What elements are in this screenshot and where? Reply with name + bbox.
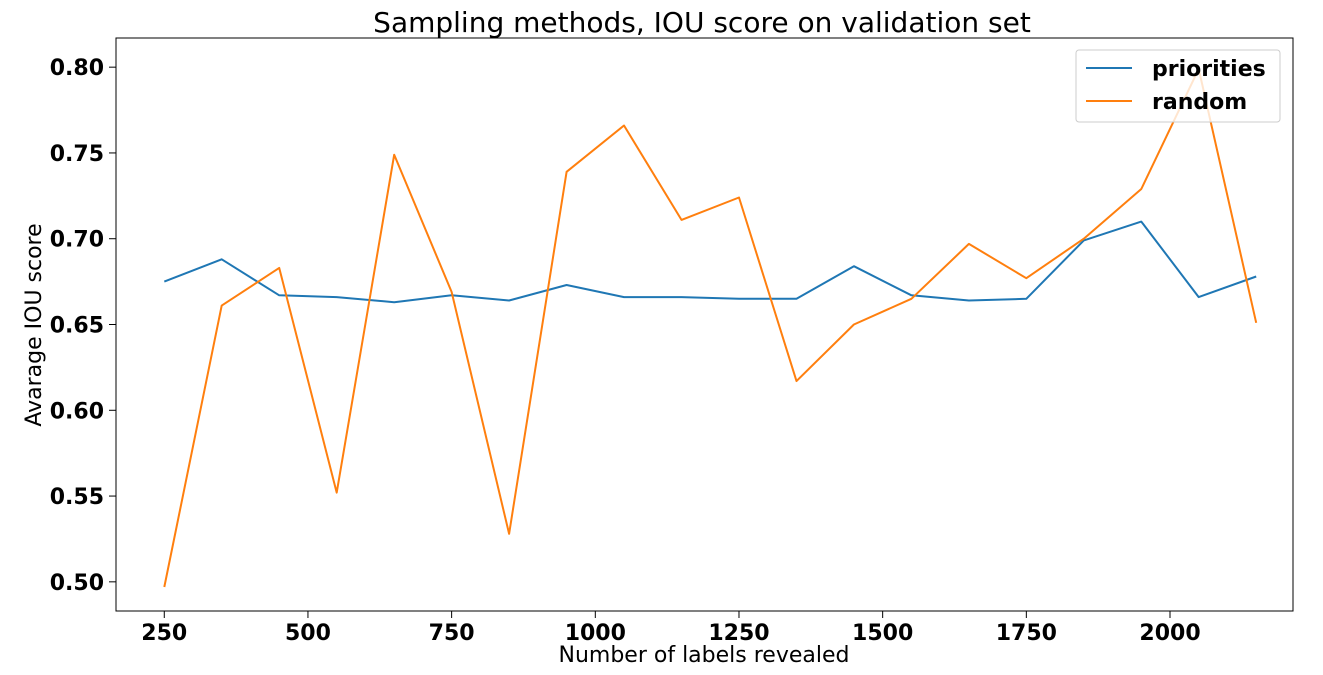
y-tick-label: 0.75 <box>50 142 104 167</box>
x-axis-label: Number of labels revealed <box>559 643 850 668</box>
x-axis-ticks: 250 500 750 1000 1250 1500 1750 2000 <box>141 611 1201 646</box>
y-tick-label: 0.70 <box>50 228 104 253</box>
y-tick-label: 0.55 <box>50 485 104 510</box>
x-tick-label: 1000 <box>565 621 626 646</box>
y-tick-label: 0.65 <box>50 314 104 339</box>
y-tick-label: 0.50 <box>50 571 104 596</box>
x-tick-label: 1500 <box>852 621 913 646</box>
y-tick-label: 0.60 <box>50 399 104 424</box>
plot-frame <box>115 37 1294 612</box>
series-line-priorities <box>163 220 1257 304</box>
x-tick-label: 1750 <box>996 621 1057 646</box>
x-tick-label: 250 <box>141 621 187 646</box>
x-tick-label: 750 <box>429 621 475 646</box>
chart-title: Sampling methods, IOU score on validatio… <box>373 6 1031 39</box>
series-lines <box>163 67 1258 588</box>
x-tick-label: 500 <box>285 621 331 646</box>
y-axis-label: Avarage IOU score <box>22 223 47 426</box>
y-tick-label: 0.80 <box>50 56 104 81</box>
x-tick-label: 2000 <box>1139 621 1200 646</box>
legend-label-priorities: priorities <box>1152 57 1266 82</box>
series-line-random <box>163 67 1258 588</box>
y-axis-ticks: 0.50 0.55 0.60 0.65 0.70 0.75 0.80 <box>50 56 116 596</box>
legend-label-random: random <box>1152 90 1247 115</box>
legend: priorities random <box>1075 49 1281 123</box>
x-tick-label: 1250 <box>708 621 769 646</box>
